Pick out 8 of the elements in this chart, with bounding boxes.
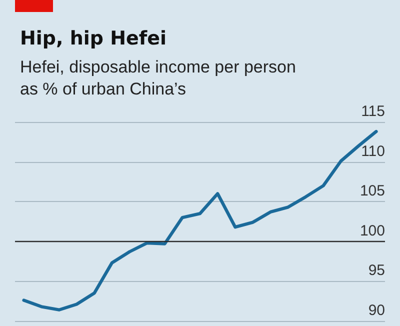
y-tick-label: 115: [361, 103, 385, 120]
y-tick-label: 110: [361, 142, 385, 160]
y-tick-label: 105: [360, 182, 385, 200]
y-tick-label: 100: [360, 222, 385, 240]
chart-subtitle: Hefei, disposable income per person as % of urban China’s: [20, 58, 296, 98]
y-tick-label: 90: [368, 302, 385, 319]
y-tick-label: 95: [368, 262, 385, 280]
chart-title: Hip, hip Hefei: [20, 28, 167, 50]
